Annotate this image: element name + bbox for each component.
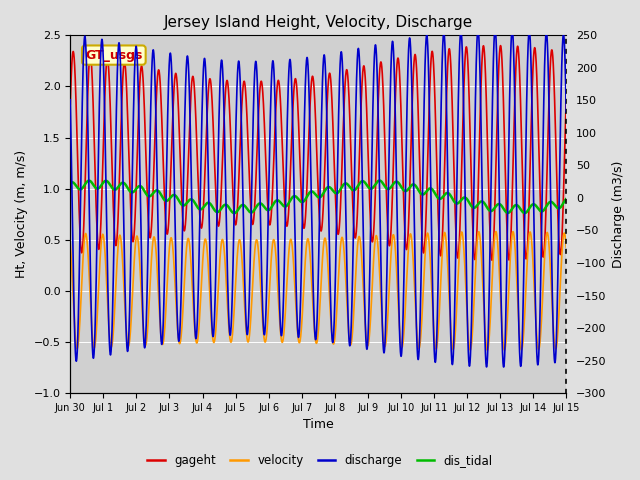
Title: Jersey Island Height, Velocity, Discharge: Jersey Island Height, Velocity, Discharg… (164, 15, 473, 30)
Legend: gageht, velocity, discharge, dis_tidal: gageht, velocity, discharge, dis_tidal (142, 449, 498, 472)
Y-axis label: Discharge (m3/s): Discharge (m3/s) (612, 160, 625, 268)
X-axis label: Time: Time (303, 419, 333, 432)
Y-axis label: Ht, Velocity (m, m/s): Ht, Velocity (m, m/s) (15, 150, 28, 278)
Text: GT_usgs: GT_usgs (85, 48, 143, 61)
